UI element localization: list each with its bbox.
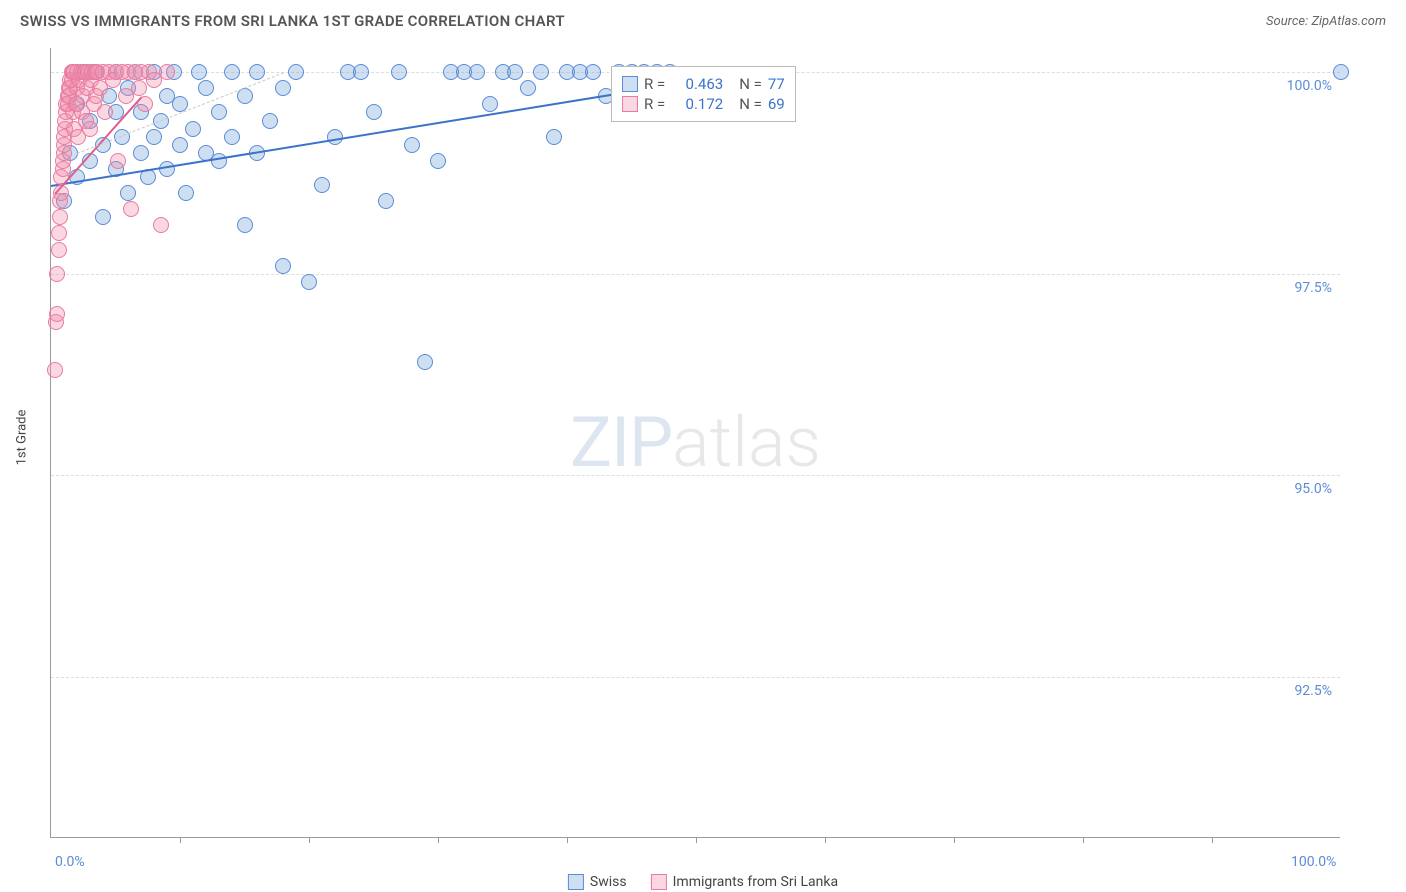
legend-row: R = 0.172 N = 69 [622, 95, 785, 113]
y-tick-label: 97.5% [1294, 280, 1332, 296]
data-point [133, 145, 149, 161]
legend-label: Swiss [590, 874, 627, 890]
r-label: R = [644, 75, 665, 93]
data-point [123, 201, 139, 217]
correlation-legend: R = 0.463 N = 77 R = 0.172 N = 69 [611, 66, 796, 122]
gridline [51, 475, 1340, 476]
x-tick [309, 837, 310, 843]
legend-item: Swiss [568, 874, 627, 890]
n-label: N = [739, 95, 762, 113]
data-point [47, 362, 63, 378]
data-point [275, 80, 291, 96]
legend-swatch [622, 76, 638, 92]
watermark-zip: ZIP [570, 402, 672, 484]
data-point [49, 306, 65, 322]
legend-label: Immigrants from Sri Lanka [673, 874, 838, 890]
watermark-atlas: atlas [672, 402, 821, 484]
data-point [178, 185, 194, 201]
data-point [288, 64, 304, 80]
data-point [378, 193, 394, 209]
x-tick-label: 100.0% [1291, 854, 1336, 870]
r-value: 0.172 [671, 95, 723, 113]
data-point [391, 64, 407, 80]
legend-swatch [622, 96, 638, 112]
data-point [533, 64, 549, 80]
source-attribution: Source: ZipAtlas.com [1266, 14, 1386, 29]
x-tick [954, 837, 955, 843]
source-name: ZipAtlas.com [1311, 14, 1386, 29]
data-point [153, 217, 169, 233]
data-point [404, 137, 420, 153]
scatter-chart: ZIPatlas 92.5%95.0%97.5%100.0%0.0%100.0%… [50, 48, 1340, 838]
data-point [327, 129, 343, 145]
legend-swatch [568, 874, 584, 890]
y-axis-label: 1st Grade [15, 410, 30, 466]
n-value: 69 [768, 95, 785, 113]
data-point [131, 80, 147, 96]
data-point [120, 185, 136, 201]
data-point [520, 80, 536, 96]
n-value: 77 [768, 75, 785, 93]
chart-header: SWISS VS IMMIGRANTS FROM SRI LANKA 1ST G… [0, 0, 1406, 36]
data-point [51, 225, 67, 241]
data-point [249, 64, 265, 80]
data-point [366, 104, 382, 120]
data-point [430, 153, 446, 169]
data-point [224, 64, 240, 80]
x-tick [438, 837, 439, 843]
x-tick [696, 837, 697, 843]
source-prefix: Source: [1266, 14, 1311, 29]
data-point [585, 64, 601, 80]
data-point [146, 129, 162, 145]
data-point [482, 96, 498, 112]
data-point [82, 121, 98, 137]
data-point [301, 274, 317, 290]
x-tick [567, 837, 568, 843]
n-label: N = [739, 75, 762, 93]
gridline [51, 274, 1340, 275]
data-point [97, 104, 113, 120]
data-point [51, 242, 67, 258]
legend-swatch [651, 874, 667, 890]
data-point [159, 64, 175, 80]
data-point [211, 153, 227, 169]
y-tick-label: 92.5% [1294, 683, 1332, 699]
data-point [110, 153, 126, 169]
r-value: 0.463 [671, 75, 723, 93]
x-tick [1212, 837, 1213, 843]
y-tick-label: 95.0% [1294, 481, 1332, 497]
x-tick-label: 0.0% [55, 854, 85, 870]
legend-item: Immigrants from Sri Lanka [651, 874, 838, 890]
data-point [52, 209, 68, 225]
chart-title: SWISS VS IMMIGRANTS FROM SRI LANKA 1ST G… [20, 12, 565, 30]
data-point [469, 64, 485, 80]
data-point [185, 121, 201, 137]
data-point [353, 64, 369, 80]
x-tick [1083, 837, 1084, 843]
x-tick [825, 837, 826, 843]
r-label: R = [644, 95, 665, 113]
y-tick-label: 100.0% [1287, 78, 1332, 94]
data-point [95, 209, 111, 225]
x-tick [180, 837, 181, 843]
data-point [1333, 64, 1349, 80]
gridline [51, 677, 1340, 678]
legend-bottom: Swiss Immigrants from Sri Lanka [568, 874, 838, 890]
data-point [191, 64, 207, 80]
data-point [49, 266, 65, 282]
data-point [546, 129, 562, 145]
data-point [314, 177, 330, 193]
legend-row: R = 0.463 N = 77 [622, 75, 785, 93]
data-point [507, 64, 523, 80]
data-point [417, 354, 433, 370]
watermark: ZIPatlas [570, 402, 821, 484]
data-point [262, 113, 278, 129]
data-point [224, 129, 240, 145]
data-point [237, 217, 253, 233]
data-point [172, 137, 188, 153]
data-point [211, 104, 227, 120]
data-point [275, 258, 291, 274]
data-point [198, 80, 214, 96]
